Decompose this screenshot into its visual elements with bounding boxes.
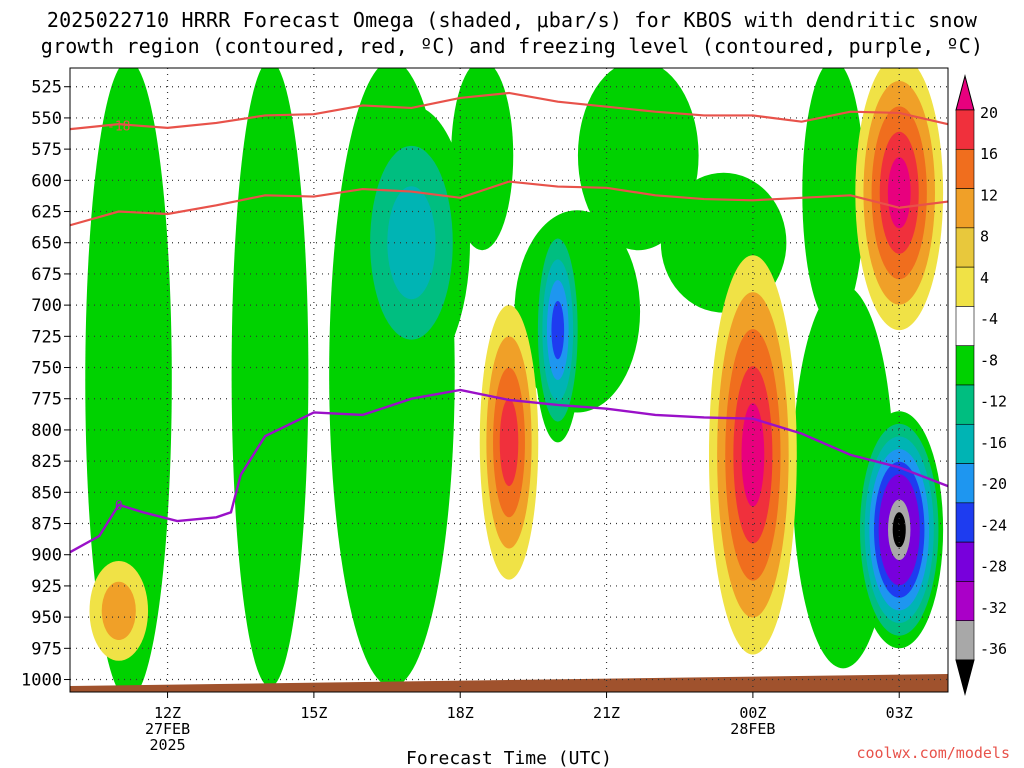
omega-feature-3-level-3 [499, 398, 519, 487]
colorbar-segment-2 [955, 148, 975, 189]
colorbar-segment-7 [955, 345, 975, 386]
freezing-level-line [69, 388, 949, 554]
y-tick-label-700: 700 [31, 296, 62, 316]
omega-region-green-7 [802, 68, 865, 326]
omega-region-green-0 [85, 68, 172, 692]
colorbar-segment-8 [955, 384, 975, 425]
y-tick-label-525: 525 [31, 78, 62, 98]
x-tick-label-15Z: 15Z [300, 704, 327, 722]
shading-layer [70, 68, 948, 692]
plot-frame [69, 67, 949, 693]
colorbar-label-6: -8 [980, 351, 998, 369]
colorbar-label-1: 16 [980, 145, 998, 163]
omega-feature-6-level-1 [101, 581, 136, 640]
y-tick-label-825: 825 [31, 452, 62, 472]
chart-title-line-1: 2025022710 HRRR Forecast Omega (shaded, … [46, 8, 978, 32]
terrain [70, 674, 948, 692]
y-tick-label-850: 850 [31, 483, 62, 503]
grid-lines [70, 68, 948, 692]
colorbar-label-11: -28 [980, 558, 1007, 576]
y-tick-label-925: 925 [31, 577, 62, 597]
y-tick-label-575: 575 [31, 140, 62, 160]
dgz-contour-1 [69, 180, 949, 227]
omega-feature-0-level-8 [892, 512, 906, 548]
colorbar-segment-6 [955, 306, 975, 347]
colorbar-label-3: 8 [980, 228, 989, 246]
colorbar-segment-4 [955, 227, 975, 268]
y-tick-label-1000: 1000 [21, 671, 62, 691]
y-tick-label-750: 750 [31, 359, 62, 379]
colorbar-segment-5 [955, 266, 975, 307]
omega-feature-5-level-2 [387, 186, 436, 300]
y-tick-label-975: 975 [31, 639, 62, 659]
dgz-contour-0 [69, 91, 949, 131]
colorbar-label-8: -16 [980, 434, 1007, 452]
colorbar: 20 16 12 8 4 -4 -8 -12 -16 -20 -24 -28 -32 -36 [955, 74, 1007, 696]
y-tick-label-800: 800 [31, 421, 62, 441]
colorbar-top-arrow [955, 74, 975, 111]
colorbar-label-10: -24 [980, 516, 1007, 534]
y-tick-label-550: 550 [31, 109, 62, 129]
y-tick-label-675: 675 [31, 265, 62, 285]
colorbar-label-4: 4 [980, 269, 989, 287]
colorbar-segment-10 [955, 463, 975, 504]
x-tick-label-18Z: 18Z [447, 704, 474, 722]
y-tick-label-600: 600 [31, 171, 62, 191]
colorbar-segment-11 [955, 502, 975, 543]
x-tick-label-03Z: 03Z [886, 704, 913, 722]
y-tick-label-625: 625 [31, 203, 62, 223]
colorbar-segment-13 [955, 581, 975, 622]
colorbar-label-2: 12 [980, 186, 998, 204]
colorbar-segment-1 [955, 109, 975, 150]
colorbar-segment-9 [955, 423, 975, 464]
chart-title-line-2: growth region (contoured, red, ºC) and f… [40, 34, 984, 58]
y-tick-label-900: 900 [31, 546, 62, 566]
y-tick-label-725: 725 [31, 327, 62, 347]
omega-region-green-1 [231, 68, 309, 687]
colorbar-label-12: -32 [980, 599, 1007, 617]
colorbar-segment-14 [955, 620, 975, 661]
colorbar-label-7: -12 [980, 393, 1007, 411]
freezing-level-label: 0 [115, 499, 123, 514]
x-tick-label-12Z: 12Z [154, 704, 181, 722]
x-tick-label-00Z: 00Z [739, 704, 766, 722]
x-tick-sublabel-00Z: 28FEB [730, 720, 775, 738]
omega-feature-2-level-4 [887, 157, 911, 229]
y-tick-label-950: 950 [31, 608, 62, 628]
y-tick-label-775: 775 [31, 390, 62, 410]
colorbar-label-9: -20 [980, 475, 1007, 493]
colorbar-label-13: -36 [980, 640, 1007, 658]
x-axis-label: Forecast Time (UTC) [406, 748, 612, 768]
credit-text: coolwx.com/models [856, 744, 1010, 762]
x-tick-year-12Z: 2025 [149, 736, 185, 754]
colorbar-segment-12 [955, 541, 975, 582]
y-tick-label-875: 875 [31, 515, 62, 535]
omega-feature-1-level-4 [741, 403, 765, 507]
omega-feature-4-level-4 [551, 300, 565, 360]
x-tick-label-21Z: 21Z [593, 704, 620, 722]
dgz-contour-label-0: -18 [107, 119, 130, 134]
x-tick-sublabel-12Z: 27FEB [145, 720, 190, 738]
y-tick-label-650: 650 [31, 234, 62, 254]
colorbar-segment-3 [955, 188, 975, 229]
colorbar-bottom-arrow [955, 659, 975, 696]
colorbar-label-5: -4 [980, 310, 998, 328]
colorbar-label-0: 20 [980, 104, 998, 122]
